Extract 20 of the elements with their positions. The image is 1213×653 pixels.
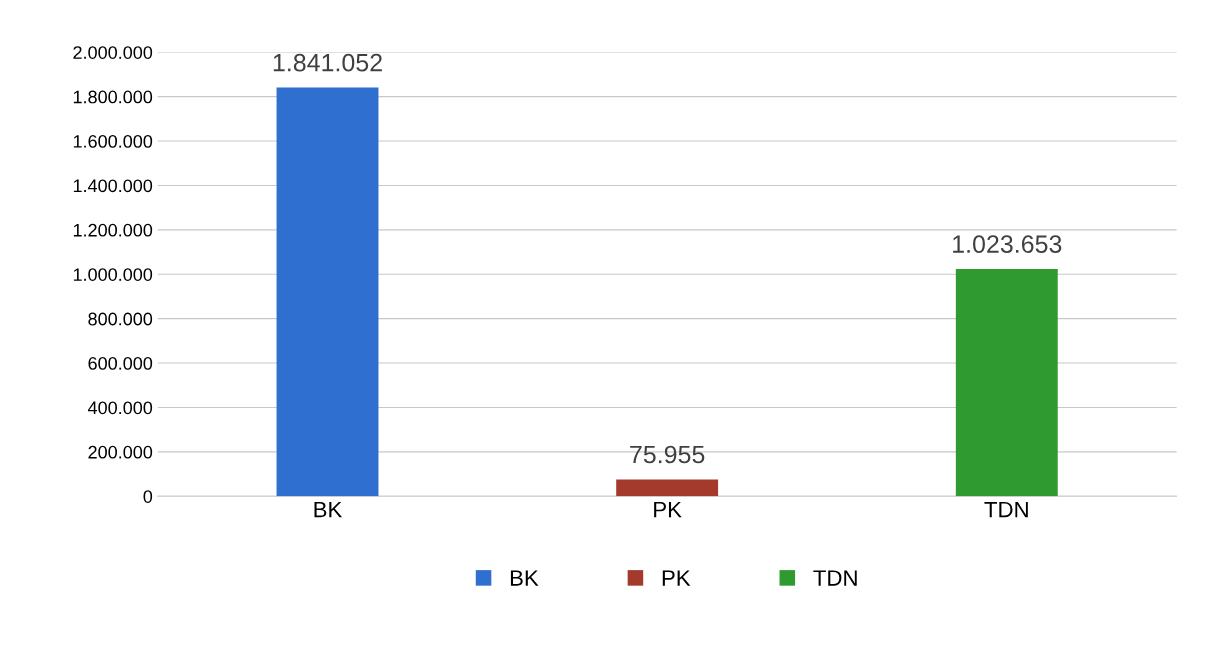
legend-label: BK (510, 570, 539, 586)
data-label: 75.955 (630, 445, 705, 464)
y-tick-label: 400.000 (87, 401, 153, 415)
x-tick-label: TDN (984, 501, 1028, 518)
y-tick-label: 800.000 (88, 312, 153, 326)
y-tick-label: 1.600.000 (73, 134, 153, 148)
y-tick-label: 1.800.000 (73, 90, 153, 104)
data-label: 1.023.653 (953, 235, 1062, 253)
y-tick-label: 1.400.000 (73, 179, 153, 193)
y-tick-label: 2.000.000 (73, 46, 153, 59)
y-tick-label: 200.000 (88, 445, 153, 459)
legend-label: PK (662, 570, 691, 586)
y-tick-label: 1.000.000 (73, 268, 153, 281)
legend-label: TDN (813, 570, 857, 586)
x-tick-label: BK (314, 501, 343, 518)
x-tick-label: PK (654, 501, 682, 518)
y-tick-label: 600.000 (88, 357, 153, 370)
y-tick-label: 1.200.000 (73, 223, 153, 237)
y-tick-label: 0 (143, 490, 153, 503)
data-label: 1.841.052 (273, 53, 382, 72)
